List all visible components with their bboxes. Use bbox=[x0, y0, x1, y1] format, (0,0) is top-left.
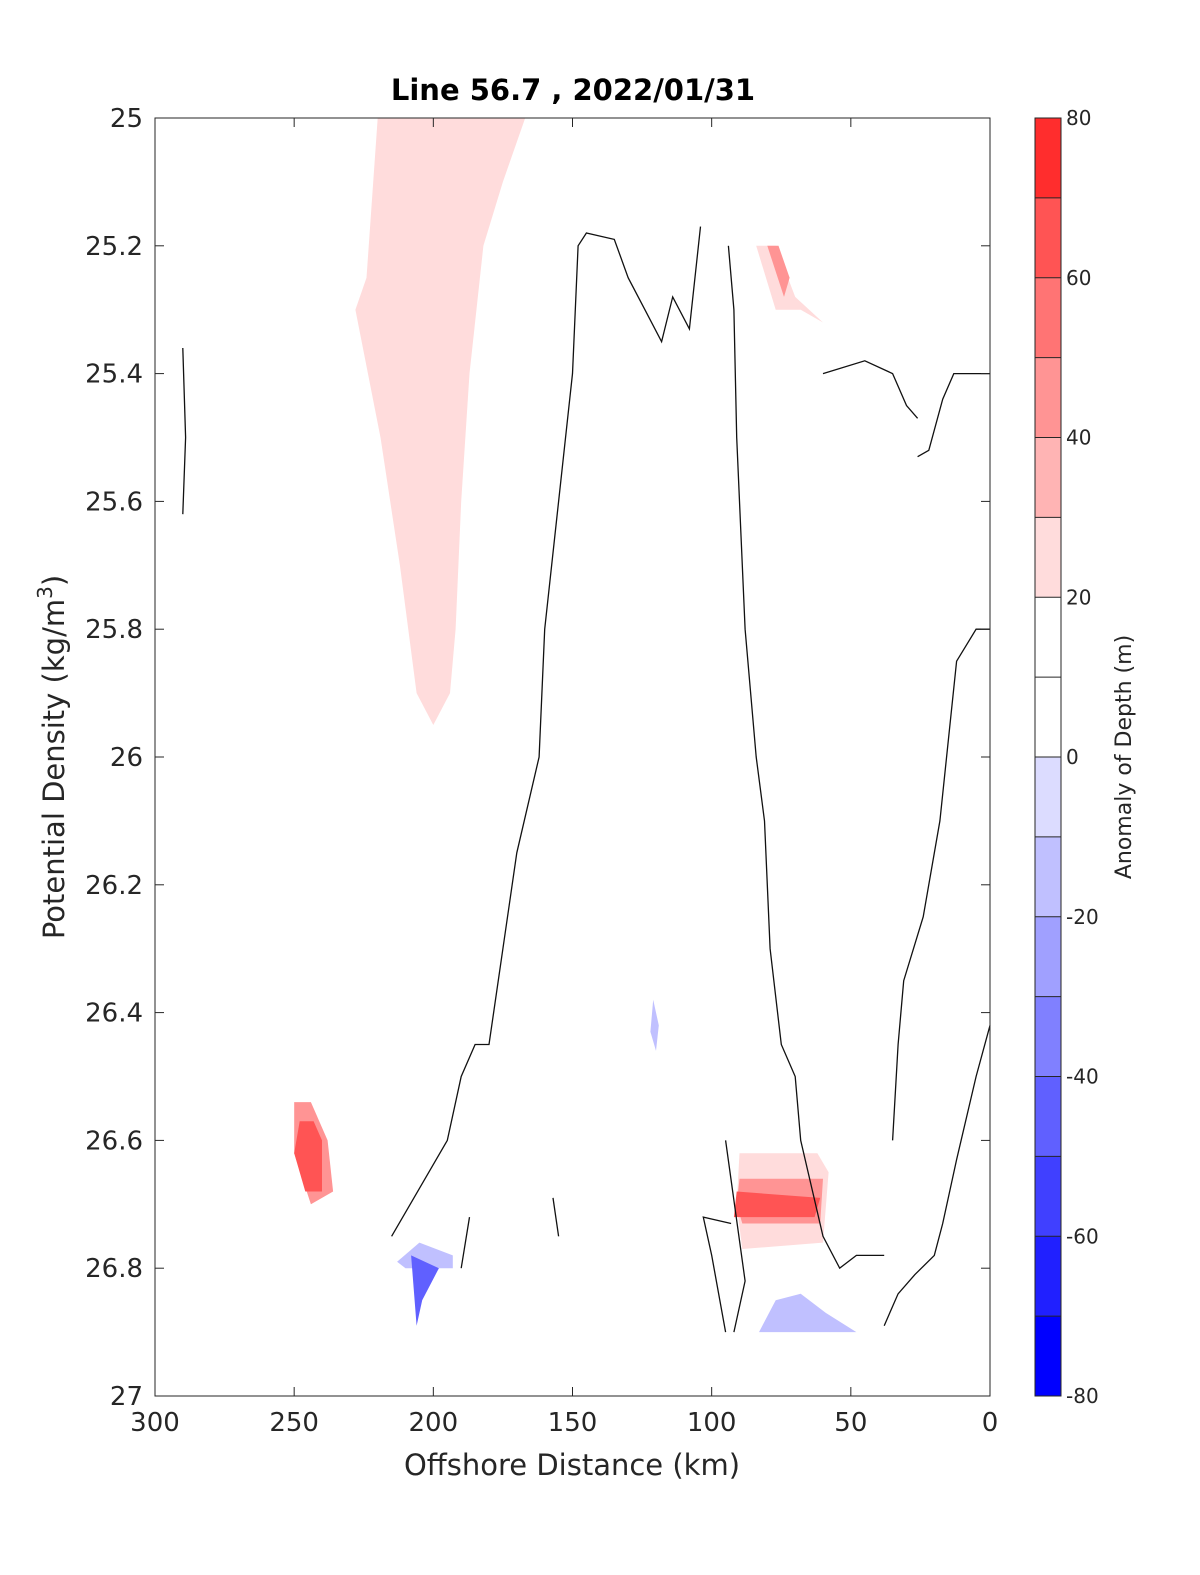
contour-fill-3 bbox=[756, 245, 823, 323]
contour-line-8 bbox=[460, 1216, 471, 1269]
contour-fill-7 bbox=[650, 999, 659, 1051]
x-tick-label: 200 bbox=[409, 1408, 459, 1438]
y-tick-label: 25.2 bbox=[85, 232, 143, 262]
y-axis: 25 25.2 25.4 25.6 25.8 26 26.2 26.4 26.6 26.8 27 bbox=[85, 104, 990, 1412]
y-tick-label: 25.4 bbox=[85, 360, 143, 390]
contour-fill-17 bbox=[397, 1242, 453, 1269]
contour-fill-16 bbox=[294, 1121, 322, 1192]
y-axis-label: Potential Density (kg/m3) bbox=[33, 575, 71, 939]
y-tick-label: 25.8 bbox=[85, 615, 143, 645]
contour-fill-18 bbox=[411, 1255, 439, 1326]
x-axis: 300 250 200 150 100 50 0 bbox=[130, 118, 998, 1438]
x-tick-label: 150 bbox=[548, 1408, 598, 1438]
contour-fill-13 bbox=[759, 1293, 857, 1333]
contour-line-3 bbox=[883, 1025, 991, 1326]
y-tick-label: 26.8 bbox=[85, 1254, 143, 1284]
colorbar-segment bbox=[1035, 197, 1061, 278]
colorbar-tick-label: 40 bbox=[1066, 426, 1091, 450]
colorbar-tick-label: -20 bbox=[1066, 905, 1099, 929]
colorbar-tick-label: 0 bbox=[1066, 745, 1079, 769]
colorbar-segment bbox=[1035, 1236, 1061, 1317]
contour-line-2 bbox=[727, 245, 885, 1270]
y-tick-label: 26.4 bbox=[85, 999, 143, 1029]
colorbar-segment bbox=[1035, 118, 1061, 198]
colorbar-segment bbox=[1035, 1316, 1061, 1396]
colorbar-segment bbox=[1035, 1076, 1061, 1157]
colorbar-tick-label: -60 bbox=[1066, 1224, 1099, 1248]
colorbar-segment bbox=[1035, 916, 1061, 997]
y-tick-label: 26.2 bbox=[85, 871, 143, 901]
colorbar-tick-label: 20 bbox=[1066, 585, 1091, 609]
colorbar-segment bbox=[1035, 437, 1061, 518]
contour-fill-1 bbox=[355, 118, 526, 725]
colorbar-tick-label: 80 bbox=[1066, 106, 1091, 130]
y-tick-label: 25 bbox=[110, 104, 143, 134]
contour-line-0 bbox=[182, 347, 187, 515]
y-tick-label: 26 bbox=[110, 743, 143, 773]
colorbar-segment bbox=[1035, 836, 1061, 917]
chart-title: Line 56.7 , 2022/01/31 bbox=[391, 73, 755, 107]
colorbar-segment bbox=[1035, 757, 1061, 837]
contour-line-6 bbox=[724, 1140, 746, 1333]
colorbar: 80 60 40 20 0 -20 -40 -60 -80 bbox=[1034, 106, 1099, 1408]
x-tick-label: 100 bbox=[687, 1408, 737, 1438]
y-tick-label: 25.6 bbox=[85, 487, 143, 517]
colorbar-segment bbox=[1035, 1156, 1061, 1237]
contour-line-5 bbox=[917, 372, 990, 458]
colorbar-segment bbox=[1035, 677, 1061, 757]
colorbar-segment bbox=[1035, 996, 1061, 1077]
contour-line-9 bbox=[552, 1197, 560, 1237]
contour-fill-12 bbox=[711, 1255, 734, 1333]
contour-line-10 bbox=[822, 360, 919, 419]
contour-fill-4 bbox=[767, 245, 790, 297]
x-tick-label: 250 bbox=[269, 1408, 319, 1438]
contour-fill-5 bbox=[917, 309, 938, 361]
contour-line-4 bbox=[891, 628, 990, 1141]
y-tick-label: 26.6 bbox=[85, 1126, 143, 1156]
colorbar-frame bbox=[1034, 117, 1062, 1397]
x-axis-label: Offshore Distance (km) bbox=[404, 1448, 740, 1482]
plot-area bbox=[182, 118, 991, 1333]
colorbar-segment bbox=[1035, 517, 1061, 598]
colorbar-tick-label: -80 bbox=[1066, 1384, 1099, 1408]
colorbar-segment bbox=[1035, 277, 1061, 358]
colorbar-tick-label: 60 bbox=[1066, 266, 1091, 290]
colorbar-label: Anomaly of Depth (m) bbox=[1112, 635, 1137, 879]
colorbar-segment bbox=[1035, 597, 1061, 678]
y-tick-label: 27 bbox=[110, 1382, 143, 1412]
contour-line-1 bbox=[391, 226, 702, 1237]
contour-fill-2 bbox=[742, 245, 851, 406]
x-tick-label: 0 bbox=[982, 1408, 999, 1438]
contour-fill-6 bbox=[742, 852, 759, 949]
colorbar-segment bbox=[1035, 357, 1061, 438]
colorbar-tick-label: -40 bbox=[1066, 1065, 1099, 1089]
contour-fill-11 bbox=[733, 1191, 821, 1218]
contour-line-7 bbox=[702, 1216, 732, 1333]
x-tick-label: 300 bbox=[130, 1408, 180, 1438]
x-tick-label: 50 bbox=[834, 1408, 867, 1438]
